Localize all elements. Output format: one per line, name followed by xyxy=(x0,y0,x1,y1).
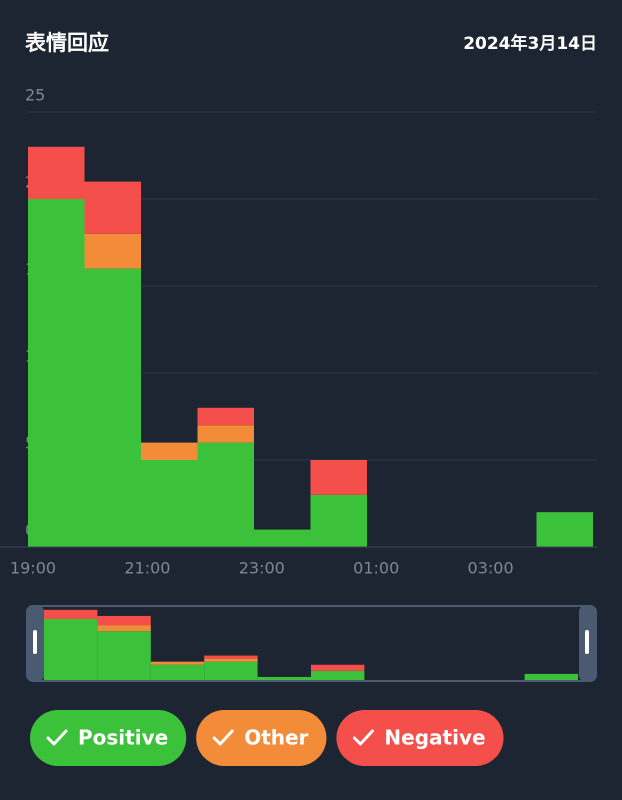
bar-segment xyxy=(84,233,141,269)
legend-item[interactable]: Other xyxy=(196,710,327,766)
preview-segment xyxy=(257,676,311,680)
legend-label: Other xyxy=(244,726,308,750)
navigator-preview xyxy=(44,609,578,680)
bar-segment xyxy=(141,460,198,547)
bar-segment xyxy=(84,181,141,234)
bar-segment xyxy=(197,425,254,443)
preview-segment xyxy=(150,661,205,665)
preview-segment xyxy=(97,615,151,626)
check-icon xyxy=(352,729,374,746)
bar-segment xyxy=(536,512,593,547)
bar-segment xyxy=(197,442,254,547)
bar-segment xyxy=(197,407,254,426)
y-tick-label: 25 xyxy=(25,86,45,105)
preview-segment xyxy=(311,664,365,671)
legend-item[interactable]: Negative xyxy=(336,710,504,766)
bar-segment xyxy=(310,460,367,495)
x-tick-label: 01:00 xyxy=(353,559,399,578)
bar-segment xyxy=(84,268,141,547)
x-tick-label: 19:00 xyxy=(10,559,56,578)
bar-segment xyxy=(310,494,367,547)
chart-title: 表情回应 xyxy=(25,31,109,55)
handle-grip xyxy=(585,630,589,654)
x-tick-label: 21:00 xyxy=(124,559,170,578)
legend-pill xyxy=(336,710,504,766)
check-icon xyxy=(212,729,234,746)
preview-segment xyxy=(204,661,258,680)
bar-segment xyxy=(28,146,85,199)
x-tick-label: 23:00 xyxy=(239,559,285,578)
legend-item[interactable]: Positive xyxy=(30,710,187,766)
preview-segment xyxy=(204,655,258,659)
legend-pill xyxy=(30,710,187,766)
preview-segment xyxy=(97,625,151,632)
bar-segment xyxy=(141,442,198,460)
handle-grip xyxy=(33,630,37,654)
preview-segment xyxy=(311,670,365,680)
preview-segment xyxy=(150,664,205,680)
preview-segment xyxy=(524,673,578,680)
legend: Positive Other Negative xyxy=(30,710,504,766)
check-icon xyxy=(46,729,68,746)
bar-segment xyxy=(254,529,311,547)
date: 2024年3月14日 xyxy=(463,33,597,54)
bar-segment xyxy=(28,199,85,547)
legend-label: Negative xyxy=(384,726,485,750)
preview-segment xyxy=(44,609,98,619)
x-tick-label: 03:00 xyxy=(468,559,514,578)
preview-segment xyxy=(97,631,151,680)
preview-segment xyxy=(204,658,258,662)
legend-label: Positive xyxy=(78,726,168,750)
legend-pill xyxy=(196,710,327,766)
preview-segment xyxy=(44,619,98,680)
